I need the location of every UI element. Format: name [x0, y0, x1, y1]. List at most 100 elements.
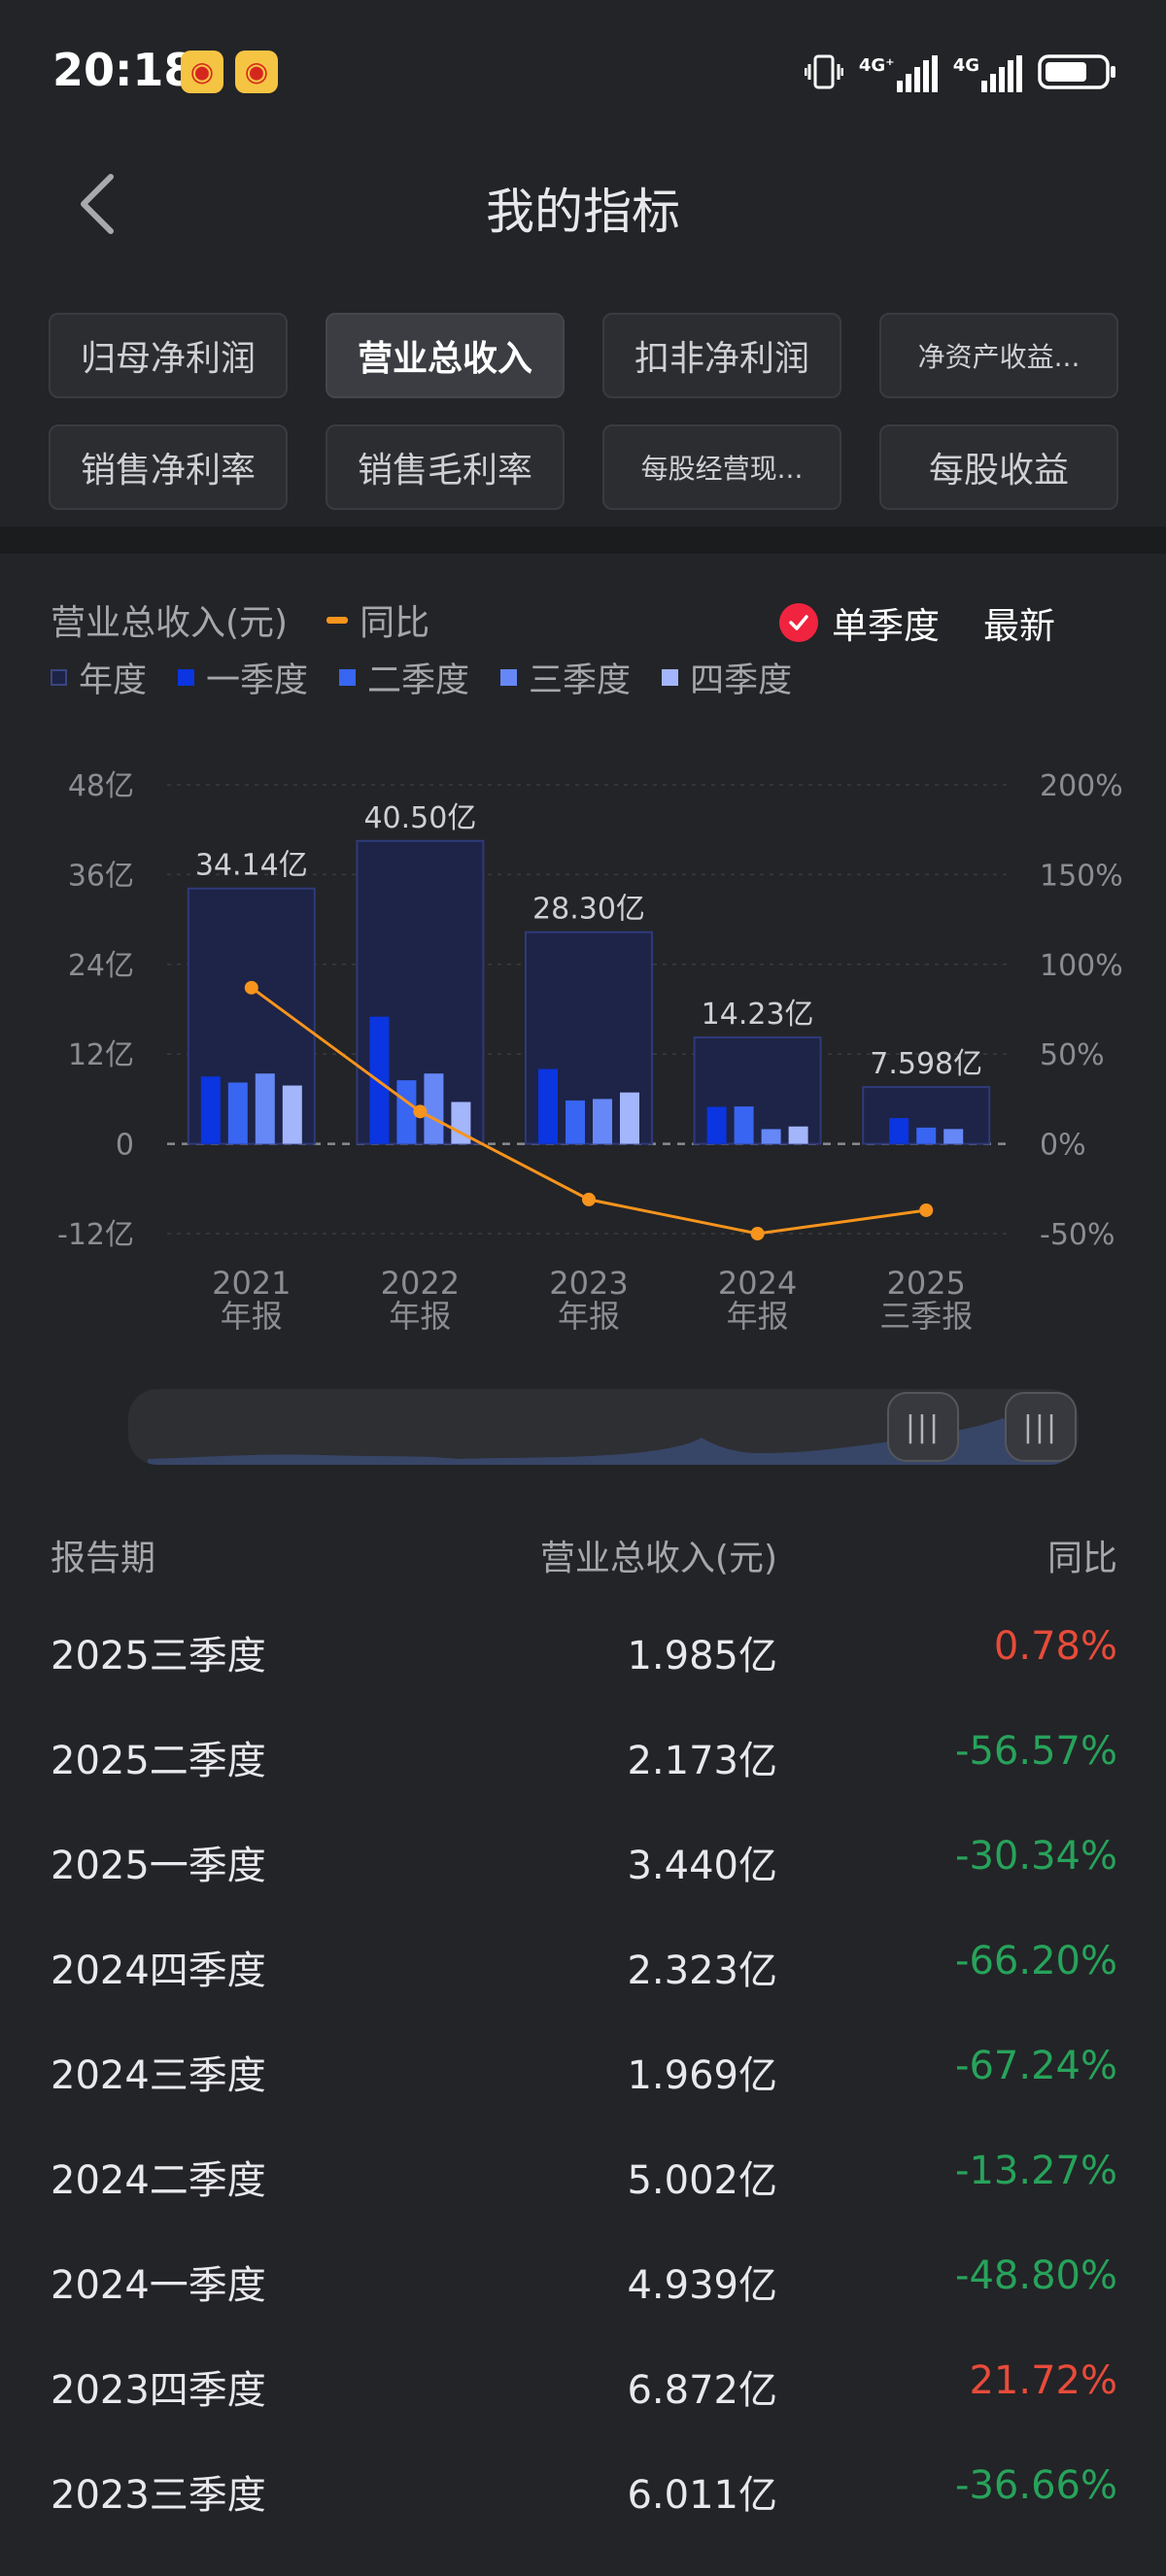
table-row[interactable]: 2023三季度 6.011亿 -36.66%: [51, 2440, 1117, 2545]
tab-operating-cashflow-per-share[interactable]: 每股经营现...: [602, 424, 841, 510]
section-divider: [0, 526, 1166, 554]
yoy-legend-label: 同比: [360, 603, 430, 643]
annual-data-label: 7.598亿: [870, 1047, 982, 1081]
cell-yoy: -30.34%: [955, 1834, 1117, 1879]
y-tick-label-right: 200%: [1040, 769, 1123, 803]
scrubber-handle-right[interactable]: |||: [1005, 1392, 1077, 1462]
scrubber-handle-left[interactable]: |||: [887, 1392, 959, 1462]
single-quarter-label: 单季度: [832, 605, 940, 647]
quarter-bar: [396, 1080, 417, 1144]
cell-period: 2024三季度: [51, 2053, 266, 2098]
page-title: 我的指标: [486, 184, 680, 240]
legend-item-q4[interactable]: 四季度: [662, 653, 792, 702]
quarter-bar: [620, 1092, 639, 1144]
weibo-icon: ◉: [235, 51, 278, 93]
nav-bar: 我的指标: [0, 146, 1166, 262]
legend-label: 二季度: [367, 661, 470, 700]
table-row[interactable]: 2025二季度 2.173亿 -56.57%: [51, 1706, 1117, 1811]
quarter-bar: [761, 1129, 781, 1144]
x-tick-label: 2025: [886, 1265, 965, 1302]
table-row[interactable]: 2024四季度 2.323亿 -66.20%: [51, 1915, 1117, 2020]
y-tick-label-right: 100%: [1040, 949, 1123, 983]
signal-4g-icon: 4G⁺: [859, 55, 938, 92]
cell-revenue: 4.939亿: [627, 2263, 777, 2308]
cell-yoy: -67.24%: [955, 2044, 1117, 2088]
y-tick-label-left: 24亿: [68, 949, 134, 983]
tab-net-profit-parent[interactable]: 归母净利润: [49, 313, 288, 398]
quarter-bar: [593, 1099, 612, 1144]
tab-roe[interactable]: 净资产收益...: [879, 313, 1118, 398]
network-label: 4G⁺: [858, 55, 895, 76]
legend-label: 一季度: [206, 661, 309, 700]
metric-tabs: 归母净利润 营业总收入 扣非净利润 净资产收益... 销售净利率 销售毛利率 每…: [49, 313, 1119, 510]
quarter-bar: [424, 1073, 444, 1144]
table-row[interactable]: 2023四季度 6.872亿 21.72%: [51, 2335, 1117, 2440]
legend-swatch: [339, 669, 357, 686]
y-tick-label-right: 150%: [1040, 859, 1123, 893]
vibrate-icon: [804, 52, 844, 95]
y-tick-label-left: -12亿: [57, 1218, 134, 1252]
tab-total-revenue[interactable]: 营业总收入: [326, 313, 565, 398]
chart-title: 营业总收入(元): [51, 603, 289, 643]
quarter-bar: [706, 1106, 727, 1144]
single-quarter-toggle[interactable]: 单季度: [779, 596, 940, 649]
table-row[interactable]: 2024二季度 5.002亿 -13.27%: [51, 2125, 1117, 2230]
back-button[interactable]: [68, 165, 136, 243]
tab-eps[interactable]: 每股收益: [879, 424, 1118, 510]
quarter-bar: [538, 1068, 558, 1144]
annual-data-label: 40.50亿: [363, 801, 476, 835]
revenue-chart[interactable]: 48亿 200% 36亿 150% 24亿 100% 12亿 50% 0 0% -12亿 -50% 34…: [0, 748, 1166, 1350]
cell-revenue: 1.985亿: [627, 1634, 777, 1678]
quarter-bar: [943, 1129, 964, 1144]
legend-swatch: [662, 669, 679, 686]
latest-button[interactable]: 最新: [983, 605, 1055, 647]
legend-label: 年度: [79, 661, 148, 700]
yoy-legend-marker: [326, 616, 349, 624]
network-label: 4G: [952, 55, 979, 76]
tab-gross-margin[interactable]: 销售毛利率: [326, 424, 565, 510]
tab-net-margin[interactable]: 销售净利率: [49, 424, 288, 510]
cell-period: 2025一季度: [51, 1844, 266, 1888]
status-bar: 20:18 ◉ ◉ 4G⁺ 4G: [0, 0, 1166, 146]
quarter-bar: [889, 1118, 909, 1144]
status-icons: 4G⁺ 4G: [804, 52, 1117, 95]
yoy-point: [582, 1192, 596, 1206]
y-tick-label-left: 0: [116, 1129, 134, 1163]
data-table: 2025三季度 1.985亿 0.78% 2025二季度 2.173亿 -56.…: [51, 1601, 1117, 2545]
status-time: 20:18: [52, 44, 195, 96]
cell-revenue: 2.323亿: [627, 1949, 777, 1993]
quarter-bar: [282, 1085, 302, 1144]
y-tick-label-left: 36亿: [68, 859, 134, 893]
cell-yoy: -66.20%: [955, 1939, 1117, 1983]
legend-item-q2[interactable]: 二季度: [339, 653, 469, 702]
tab-deducted-net-profit[interactable]: 扣非净利润: [602, 313, 841, 398]
x-tick-label: 2022: [381, 1265, 460, 1302]
x-tick-label: 年报: [558, 1298, 620, 1335]
legend-swatch: [51, 669, 67, 686]
yoy-point: [244, 980, 258, 995]
signal-4g-icon: 4G: [953, 55, 1022, 92]
yoy-point: [750, 1227, 765, 1240]
cell-revenue: 2.173亿: [627, 1739, 777, 1783]
x-tick-label: 年报: [221, 1298, 283, 1335]
yoy-point: [919, 1203, 934, 1217]
quarter-bar: [566, 1100, 585, 1144]
quarter-bar: [916, 1127, 937, 1144]
legend-item-q1[interactable]: 一季度: [178, 653, 308, 702]
y-tick-label-left: 12亿: [68, 1038, 134, 1072]
table-row[interactable]: 2024一季度 4.939亿 -48.80%: [51, 2230, 1117, 2335]
quarter-bar: [255, 1073, 275, 1144]
table-header: 报告期 营业总收入(元) 同比: [51, 1530, 1117, 1578]
legend-item-q3[interactable]: 三季度: [500, 653, 631, 702]
table-row[interactable]: 2025一季度 3.440亿 -30.34%: [51, 1811, 1117, 1915]
x-tick-label: 三季报: [879, 1298, 973, 1335]
cell-revenue: 3.440亿: [627, 1844, 777, 1888]
cell-revenue: 6.011亿: [627, 2473, 777, 2518]
quarter-bar: [788, 1126, 808, 1144]
legend-item-annual[interactable]: 年度: [51, 653, 147, 702]
chart-legend: 年度 一季度 二季度 三季度 四季度: [51, 653, 823, 702]
table-row[interactable]: 2024三季度 1.969亿 -67.24%: [51, 2020, 1117, 2125]
quarter-bar: [227, 1082, 248, 1144]
quarter-bar: [200, 1076, 221, 1144]
table-row[interactable]: 2025三季度 1.985亿 0.78%: [51, 1601, 1117, 1706]
